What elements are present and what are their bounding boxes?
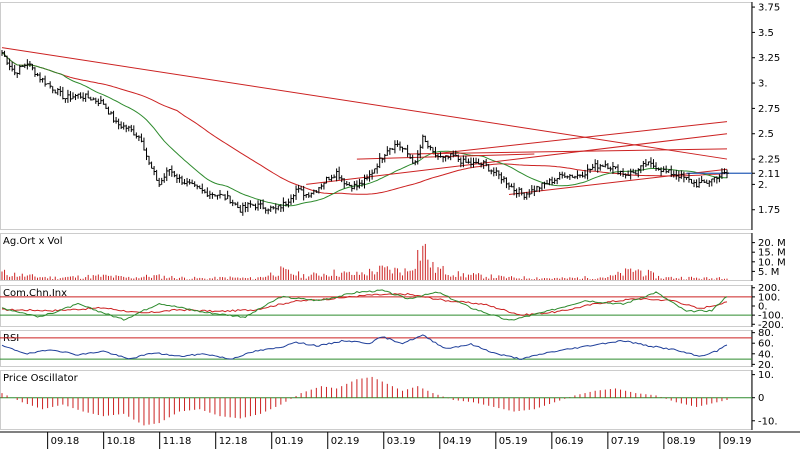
y-tick-label: 0 <box>758 393 764 404</box>
panel-title: Com.Chn.Inx <box>3 288 67 299</box>
y-tick-label: 3. <box>758 79 768 90</box>
x-tick-label: 11.18 <box>163 436 192 447</box>
y-tick-label: 5. M <box>758 267 779 278</box>
trendline <box>407 148 728 155</box>
panel-frame <box>0 233 752 281</box>
x-tick-label: 01.19 <box>275 436 304 447</box>
y-tick-label: 3.75 <box>758 3 780 14</box>
series-line <box>1 289 728 321</box>
y-tick-label: 20. <box>758 360 774 371</box>
y-tick-label: 2.5 <box>758 129 774 140</box>
y-tick-label: -100. <box>758 311 784 322</box>
y-tick-label: 2.25 <box>758 155 780 166</box>
y-tick-label: 20. M <box>758 238 786 249</box>
trendline <box>432 121 728 155</box>
x-tick-label: 09.18 <box>51 436 80 447</box>
x-tick-label: 02.19 <box>331 436 360 447</box>
y-tick-label: 1.75 <box>758 205 780 216</box>
y-tick-label: 3.5 <box>758 28 774 39</box>
panel-frame <box>0 330 752 367</box>
x-tick-label: 09.19 <box>723 436 752 447</box>
panel-title: Ag.Ort x Vol <box>3 236 63 247</box>
y-tick-label: -200. <box>758 320 784 331</box>
ohlc-bars <box>1 50 729 216</box>
y-tick-label: 0. <box>758 302 768 313</box>
panel-title: Price Oscillator <box>3 373 79 384</box>
x-axis: 09.18 10.18 11.18 12.18 01.19 02.19 03.19 04.19… <box>0 431 800 449</box>
x-tick-label: 12.18 <box>219 436 248 447</box>
x-tick-label: 10.18 <box>107 436 136 447</box>
x-tick-label: 07.19 <box>611 436 640 447</box>
y-tick-label: 2. <box>758 180 768 191</box>
price-panel: 3.75 3.5 3.25 3. 2.75 2.5 2.25 2.112. 1.75 <box>0 2 780 230</box>
series-line <box>1 334 728 360</box>
x-tick-label: 05.19 <box>499 436 528 447</box>
trendline <box>306 133 728 185</box>
x-tick-label: 06.19 <box>555 436 584 447</box>
y-tick-label: 100. <box>758 292 780 303</box>
y-tick-label: 10. M <box>758 257 786 268</box>
x-tick-label: 04.19 <box>443 436 472 447</box>
cci-panel: 200.100.0.-100.-200. Com.Chn.Inx <box>0 283 784 331</box>
y-tick-label: 10. <box>758 370 774 381</box>
x-tick-label: 08.19 <box>667 436 696 447</box>
y-tick-label: 200. <box>758 283 780 294</box>
y-tick-label: 3.25 <box>758 53 780 64</box>
panel-frame <box>0 285 752 327</box>
y-tick-label: 2.11 <box>758 169 780 180</box>
x-tick-label: 03.19 <box>387 436 416 447</box>
trendline <box>1 47 728 160</box>
volume-panel: 20. M15. M10. M5. M Ag.Ort x Vol <box>0 233 786 281</box>
price-oscillator-panel: 10. 0 -10. Price Oscillator <box>0 370 778 430</box>
y-tick-label: 2.75 <box>758 104 780 115</box>
y-tick-label: -10. <box>758 416 778 427</box>
y-tick-label: 60. <box>758 339 774 350</box>
y-tick-label: 15. M <box>758 248 786 259</box>
ma-long-line <box>1 52 728 195</box>
rsi-panel: 80.60.40.20. RSI <box>0 328 774 371</box>
y-tick-label: 80. <box>758 328 774 339</box>
panel-title: RSI <box>3 333 19 344</box>
y-tick-label: 40. <box>758 349 774 360</box>
